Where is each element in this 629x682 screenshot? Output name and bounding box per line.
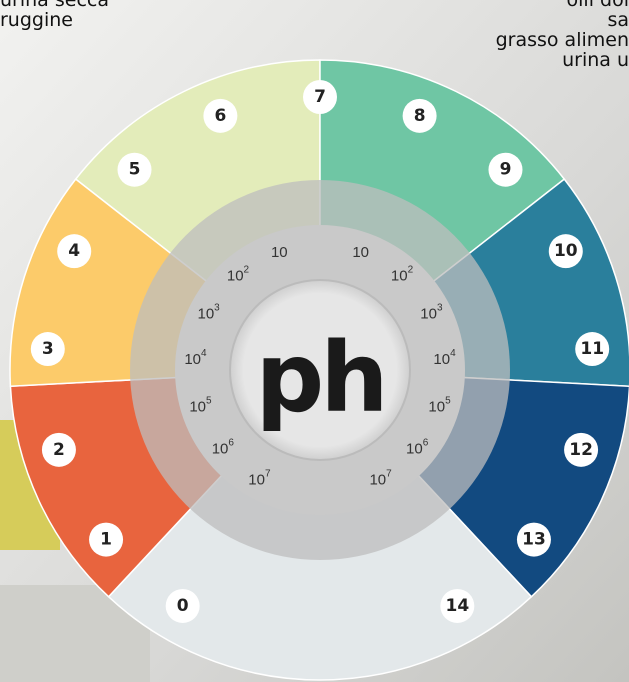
corner-text: sa xyxy=(607,9,629,31)
scale-number: 5 xyxy=(129,160,141,180)
scale-number: 14 xyxy=(445,596,469,616)
scale-number: 9 xyxy=(500,160,512,180)
scale-number: 8 xyxy=(414,106,426,126)
page: ph urina seccaruggineolii dolsagrasso al… xyxy=(0,0,629,682)
scale-number: 12 xyxy=(569,440,593,460)
scale-number: 3 xyxy=(42,339,54,359)
scale-number: 13 xyxy=(522,530,546,550)
scale-number: 7 xyxy=(314,87,326,107)
scale-number: 2 xyxy=(53,440,65,460)
inner-scale-label: 10 xyxy=(352,243,369,260)
corner-text: grasso alimen xyxy=(496,29,629,51)
inner-scale-label: 10 xyxy=(271,243,288,260)
ph-wheel: ph urina seccaruggineolii dolsagrasso al… xyxy=(0,0,629,682)
scale-number: 10 xyxy=(554,241,578,261)
corner-text: urina u xyxy=(562,49,629,71)
scale-number: 11 xyxy=(580,339,604,359)
center-label: ph xyxy=(255,322,384,434)
scale-number: 4 xyxy=(68,241,80,261)
scale-number: 1 xyxy=(100,530,112,550)
scale-number: 6 xyxy=(214,106,226,126)
corner-text: ruggine xyxy=(0,9,73,31)
scale-number: 0 xyxy=(177,596,189,616)
